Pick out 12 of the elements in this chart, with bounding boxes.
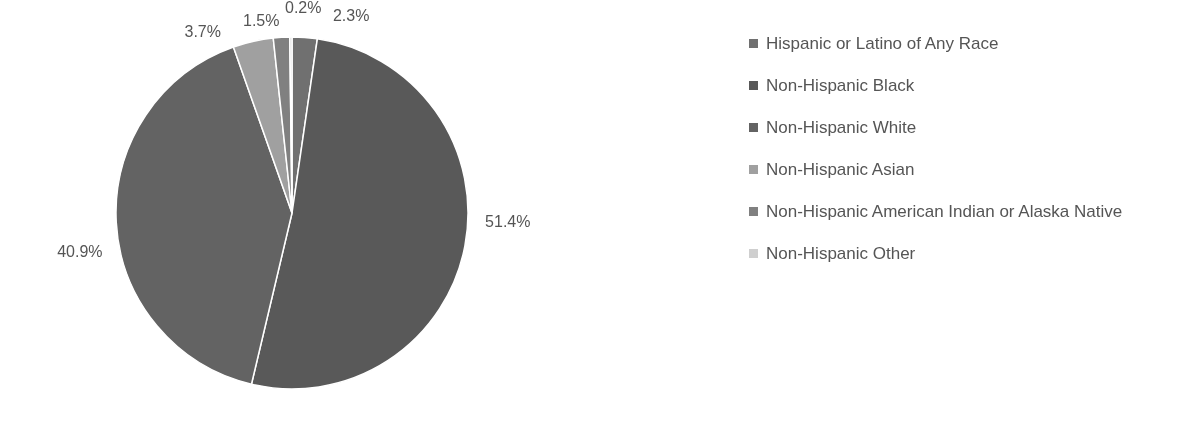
data-label: 51.4% [485, 212, 531, 230]
data-label: 3.7% [184, 23, 221, 41]
legend-label: Non-Hispanic Black [766, 75, 915, 95]
legend-label: Hispanic or Latino of Any Race [766, 33, 999, 53]
legend-label: Non-Hispanic Asian [766, 159, 915, 179]
data-label: 1.5% [243, 12, 280, 30]
data-label: 40.9% [57, 242, 103, 260]
legend-label: Non-Hispanic Other [766, 243, 916, 263]
data-label: 0.2% [285, 0, 322, 16]
legend-label: Non-Hispanic White [766, 117, 917, 137]
legend-label: Non-Hispanic American Indian or Alaska Native [766, 201, 1123, 221]
data-label: 2.3% [332, 6, 370, 24]
